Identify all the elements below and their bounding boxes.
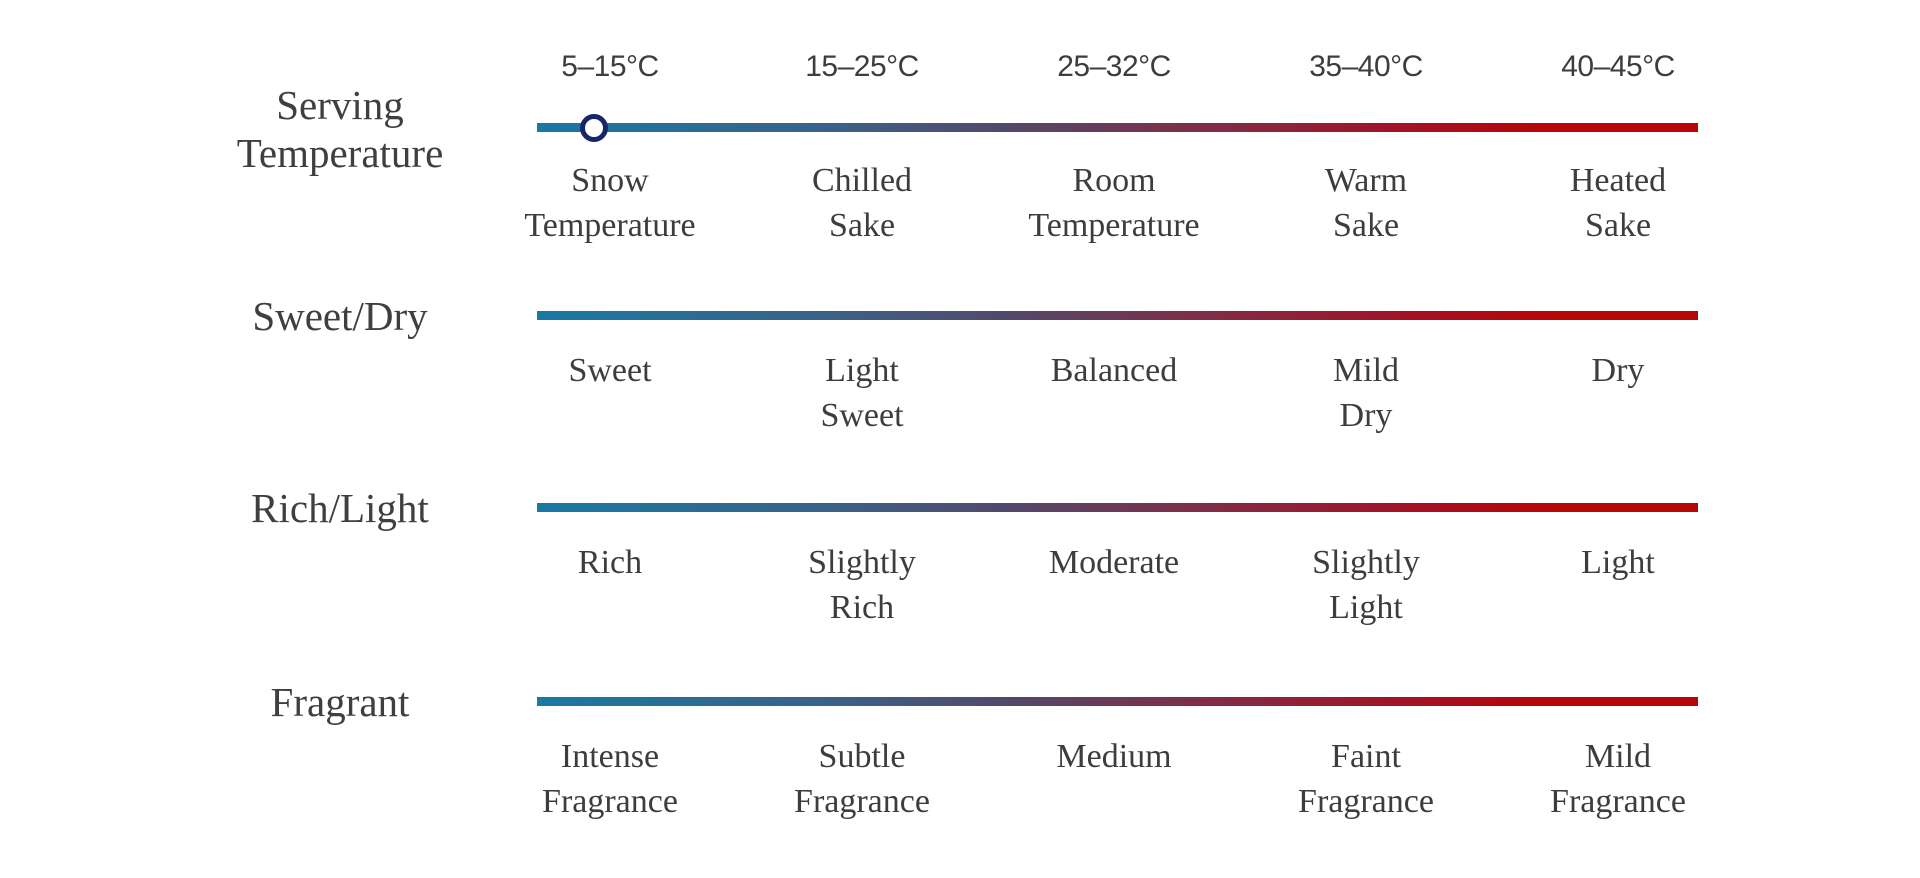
temp-range-2: 15–25°C [805,50,919,83]
scale-label-slightly-light: Slightly Light [1312,544,1420,626]
scale-label-sweet: Sweet [568,352,652,389]
gradient-scale-sweet-dry [537,311,1698,320]
temperature-range-labels: 5–15°C 15–25°C 25–32°C 35–40°C 40–45°C [484,50,1744,84]
gradient-scale-serving-temperature [537,113,1698,142]
rich-light-scale-labels: Rich Slightly Rich Moderate Slightly Lig… [484,540,1744,630]
sweet-dry-scale-labels: Sweet Light Sweet Balanced Mild Dry Dry [484,348,1744,438]
scale-label-rich: Rich [577,544,643,581]
temp-range-4: 35–40°C [1309,50,1423,83]
scale-label-balanced: Balanced [1050,352,1178,389]
row-label-sweet-dry: Sweet/Dry [252,293,428,339]
temp-range-5: 40–45°C [1561,50,1675,83]
scale-label-intense-fragrance: Intense Fragrance [542,738,678,820]
scale-label-light-sweet: Light Sweet [820,352,904,434]
scale-label-snow-temperature: Snow Temperature [524,162,696,244]
scale-label-mild-dry: Mild Dry [1332,352,1400,434]
row-label-rich-light: Rich/Light [251,485,429,531]
fragrant-scale-labels: Intense Fragrance Subtle Fragrance Mediu… [484,734,1744,824]
scale-label-light: Light [1581,544,1655,581]
scale-label-faint-fragrance: Faint Fragrance [1298,738,1434,820]
temperature-slider-marker[interactable] [580,113,608,142]
scale-label-subtle-fragrance: Subtle Fragrance [794,738,930,820]
scale-label-room-temperature: Room Temperature [1028,162,1200,244]
row-label-serving-temperature: Serving Temperature [236,82,444,176]
temp-range-1: 5–15°C [561,50,659,83]
gradient-scale-fragrant [537,697,1698,706]
scale-label-chilled-sake: Chilled Sake [811,162,913,244]
scale-label-moderate: Moderate [1048,544,1180,581]
scale-label-medium: Medium [1056,738,1172,775]
row-label-fragrant: Fragrant [270,679,410,725]
scale-label-slightly-rich: Slightly Rich [808,544,916,626]
gradient-scale-rich-light [537,503,1698,512]
scale-label-mild-fragrance: Mild Fragrance [1550,738,1686,820]
scale-label-warm-sake: Warm Sake [1324,162,1408,244]
scale-label-dry: Dry [1591,352,1645,389]
temp-range-3: 25–32°C [1057,50,1171,83]
serving-temperature-scale-labels: Snow Temperature Chilled Sake Room Tempe… [484,158,1744,248]
scale-label-heated-sake: Heated Sake [1569,162,1667,244]
